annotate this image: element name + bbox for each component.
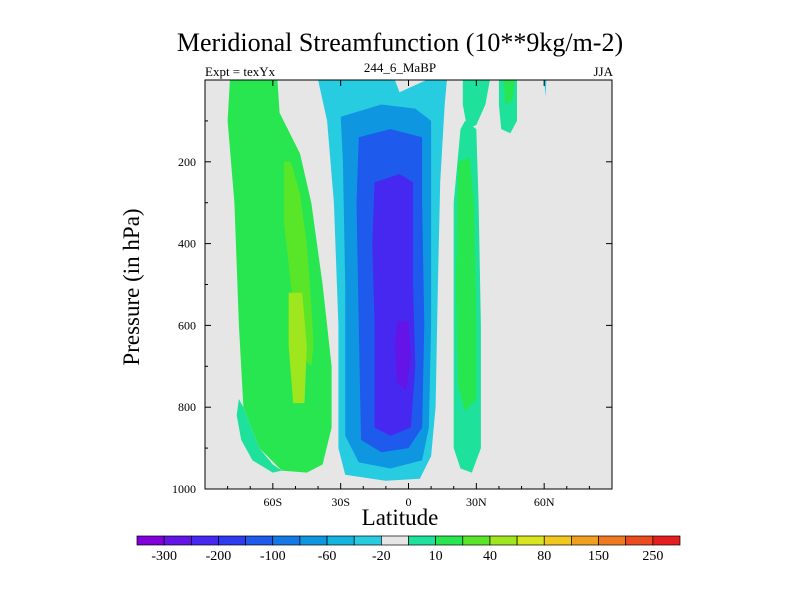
colorbar-swatch	[245, 535, 274, 546]
season-label: JJA	[593, 64, 613, 79]
contour-polar-green	[503, 80, 515, 105]
colorbar-label: -100	[260, 549, 286, 564]
colorbar-swatch	[408, 535, 436, 546]
colorbar-swatch	[652, 535, 681, 546]
colorbar-swatch	[353, 535, 382, 546]
colorbar-swatch	[190, 535, 219, 546]
contour-hadley-cell-200	[372, 174, 416, 436]
colorbar-swatch	[516, 535, 545, 546]
y-axis-label: Pressure (in hPa)	[119, 208, 144, 366]
contour-nh-cell-green	[456, 157, 477, 412]
colorbar-swatch	[598, 535, 627, 546]
colorbar-swatch	[163, 535, 192, 546]
colorbar-swatch	[326, 535, 355, 546]
colorbar-label: 40	[483, 549, 497, 564]
contour-polar-blue	[544, 80, 547, 97]
y-tick-label: 800	[178, 400, 196, 414]
colorbar-swatch	[218, 535, 246, 546]
colorbar-swatch	[625, 535, 654, 546]
x-tick-label: 60N	[534, 495, 555, 509]
x-tick-label: 0	[406, 495, 412, 509]
colorbar-label: -20	[372, 549, 391, 564]
colorbar-label: 10	[429, 549, 443, 564]
contour-sh-cell-yellowgreen	[288, 292, 307, 404]
chart-title: Meridional Streamfunction (10**9kg/m-2)	[176, 28, 624, 57]
contour-sh-cell-lightgreen	[284, 161, 314, 367]
colorbar-swatch	[435, 535, 464, 546]
colorbar-swatch	[462, 535, 491, 546]
x-tick-label: 30N	[466, 495, 487, 509]
experiment-label: Expt = texYx	[205, 64, 276, 79]
x-tick-label: 60S	[263, 495, 282, 509]
colorbar-label: 250	[642, 549, 663, 564]
y-tick-label: 200	[178, 155, 196, 169]
colorbar-swatch	[543, 535, 572, 546]
colorbar-swatch	[381, 535, 409, 546]
colorbar-swatch	[489, 535, 518, 546]
colorbar-label: 80	[537, 549, 551, 564]
colorbar-label: -300	[151, 549, 177, 564]
colorbar-swatch	[136, 535, 165, 546]
x-axis-label: Latitude	[361, 505, 439, 530]
colorbar-label: -200	[206, 549, 232, 564]
colorbar-swatch	[299, 535, 328, 546]
contour-hadley-cell-core	[394, 321, 411, 391]
contour-nh-upper-teal	[462, 80, 490, 130]
x-tick-label: 30S	[331, 495, 350, 509]
colorbar-swatch	[272, 535, 301, 546]
colorbar-swatch	[571, 535, 599, 546]
colorbar-label: 150	[588, 549, 609, 564]
y-tick-label: 400	[178, 237, 196, 251]
y-tick-label: 1000	[172, 482, 196, 496]
run-label: 244_6_MaBP	[363, 60, 437, 75]
y-tick-label: 600	[178, 318, 196, 332]
colorbar-label: -60	[318, 549, 337, 564]
contour-sh-cell-teal	[236, 399, 282, 473]
